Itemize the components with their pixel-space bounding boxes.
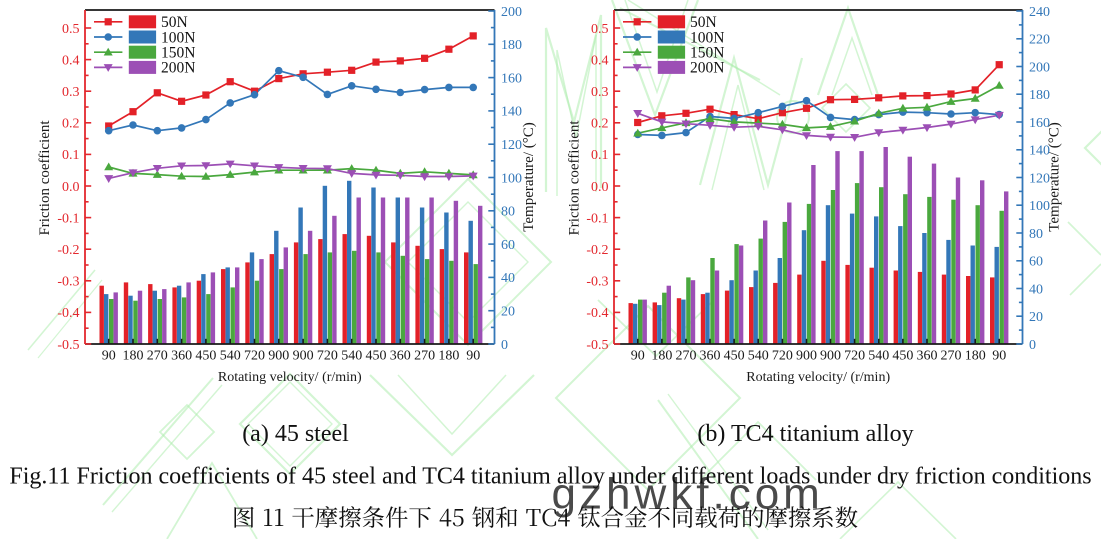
svg-text:900: 900 (796, 349, 817, 364)
svg-text:220: 220 (1029, 33, 1050, 48)
svg-text:180: 180 (651, 349, 672, 364)
svg-text:Temperature/ (°C): Temperature/ (°C) (521, 122, 537, 231)
svg-text:90: 90 (992, 349, 1006, 364)
svg-text:150N: 150N (690, 45, 724, 62)
svg-text:120: 120 (1029, 171, 1050, 186)
svg-text:0.3: 0.3 (591, 85, 609, 100)
svg-text:0.3: 0.3 (62, 85, 80, 100)
svg-text:-0.4: -0.4 (57, 306, 79, 321)
svg-text:360: 360 (700, 349, 721, 364)
svg-text:200: 200 (1029, 60, 1050, 75)
svg-text:-0.2: -0.2 (586, 243, 608, 258)
svg-text:0.4: 0.4 (62, 53, 80, 68)
svg-text:-0.2: -0.2 (57, 243, 79, 258)
svg-text:180: 180 (501, 38, 522, 53)
svg-text:Fig.11 Friction coefficients o: Fig.11 Friction coefficients of 45 steel… (9, 464, 1091, 490)
svg-text:180: 180 (438, 349, 459, 364)
svg-text:-0.3: -0.3 (586, 275, 608, 290)
svg-text:270: 270 (941, 349, 962, 364)
svg-text:200: 200 (501, 5, 522, 20)
svg-text:0.5: 0.5 (591, 22, 609, 37)
svg-text:40: 40 (1029, 282, 1043, 297)
svg-text:540: 540 (341, 349, 362, 364)
svg-text:100N: 100N (690, 29, 724, 46)
svg-text:-0.1: -0.1 (57, 211, 79, 226)
svg-text:Friction coefficient: Friction coefficient (37, 120, 53, 236)
svg-text:900: 900 (268, 349, 289, 364)
svg-text:90: 90 (631, 349, 645, 364)
svg-text:50N: 50N (690, 14, 717, 31)
svg-text:100: 100 (1029, 199, 1050, 214)
svg-text:90: 90 (102, 349, 116, 364)
svg-text:200N: 200N (161, 60, 195, 77)
svg-text:0.4: 0.4 (591, 53, 609, 68)
svg-text:Temperature/ (°C): Temperature/ (°C) (1047, 122, 1063, 231)
svg-text:-0.3: -0.3 (57, 275, 79, 290)
svg-text:Friction coefficient: Friction coefficient (567, 120, 583, 236)
svg-text:720: 720 (317, 349, 338, 364)
svg-text:120: 120 (501, 138, 522, 153)
svg-text:180: 180 (123, 349, 144, 364)
svg-text:50N: 50N (161, 14, 188, 31)
svg-text:140: 140 (501, 105, 522, 120)
svg-text:450: 450 (366, 349, 387, 364)
svg-text:270: 270 (414, 349, 435, 364)
svg-text:180: 180 (965, 349, 986, 364)
svg-text:360: 360 (171, 349, 192, 364)
svg-text:20: 20 (1029, 310, 1043, 325)
svg-text:270: 270 (147, 349, 168, 364)
svg-text:140: 140 (1029, 144, 1050, 159)
svg-text:40: 40 (501, 271, 515, 286)
svg-text:-0.5: -0.5 (586, 338, 608, 353)
svg-text:0.1: 0.1 (591, 148, 609, 163)
svg-text:180: 180 (1029, 88, 1050, 103)
svg-text:(a) 45 steel: (a) 45 steel (242, 421, 349, 447)
svg-text:0: 0 (501, 338, 508, 353)
svg-text:80: 80 (1029, 227, 1043, 242)
svg-text:450: 450 (892, 349, 913, 364)
svg-text:20: 20 (501, 305, 515, 320)
svg-text:-0.5: -0.5 (57, 338, 79, 353)
svg-text:(b) TC4 titanium alloy: (b) TC4 titanium alloy (697, 421, 913, 447)
svg-text:0.2: 0.2 (62, 117, 80, 132)
svg-text:900: 900 (820, 349, 841, 364)
svg-text:540: 540 (868, 349, 889, 364)
svg-text:540: 540 (748, 349, 769, 364)
svg-text:0.1: 0.1 (62, 148, 80, 163)
svg-text:60: 60 (1029, 255, 1043, 270)
svg-text:0.0: 0.0 (62, 180, 80, 195)
svg-text:gzhwkf.com: gzhwkf.com (552, 470, 824, 519)
svg-text:90: 90 (466, 349, 480, 364)
svg-text:100: 100 (501, 171, 522, 186)
svg-text:0.5: 0.5 (62, 22, 80, 37)
svg-text:0.0: 0.0 (591, 180, 609, 195)
svg-text:Rotating velocity/ (r/min): Rotating velocity/ (r/min) (218, 370, 362, 385)
svg-text:720: 720 (844, 349, 865, 364)
svg-text:0.2: 0.2 (591, 117, 609, 132)
svg-text:270: 270 (676, 349, 697, 364)
svg-text:200N: 200N (690, 60, 724, 77)
svg-text:540: 540 (220, 349, 241, 364)
svg-text:160: 160 (501, 71, 522, 86)
svg-text:450: 450 (195, 349, 216, 364)
svg-text:150N: 150N (161, 45, 195, 62)
svg-text:Rotating velocity/ (r/min): Rotating velocity/ (r/min) (746, 370, 890, 385)
svg-text:-0.4: -0.4 (586, 306, 608, 321)
svg-text:240: 240 (1029, 5, 1050, 20)
svg-text:720: 720 (244, 349, 265, 364)
svg-text:60: 60 (501, 238, 515, 253)
svg-text:360: 360 (917, 349, 938, 364)
svg-text:0: 0 (1029, 338, 1036, 353)
svg-text:80: 80 (501, 205, 515, 220)
svg-text:-0.1: -0.1 (586, 211, 608, 226)
svg-text:100N: 100N (161, 29, 195, 46)
svg-text:360: 360 (390, 349, 411, 364)
svg-text:720: 720 (772, 349, 793, 364)
svg-text:900: 900 (293, 349, 314, 364)
svg-text:160: 160 (1029, 116, 1050, 131)
svg-text:450: 450 (724, 349, 745, 364)
